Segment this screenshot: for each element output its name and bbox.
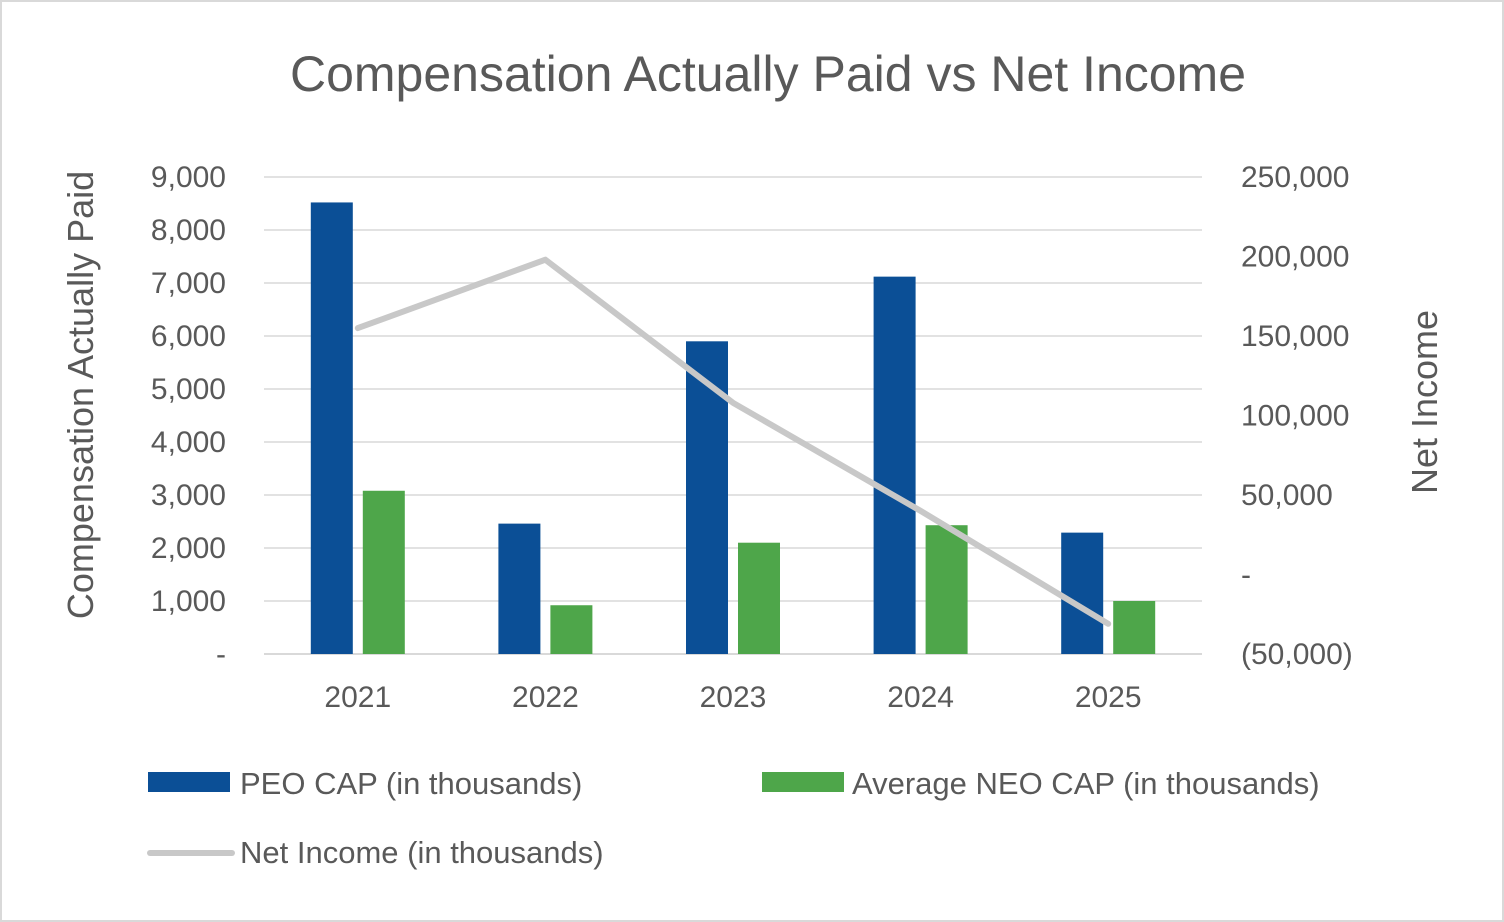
left-axis-tick-label: 5,000 [151,373,226,406]
left-axis-tick-label: 3,000 [151,479,226,512]
left-axis-tick-label: 6,000 [151,320,226,353]
right-axis-tick-label: 150,000 [1241,320,1349,353]
x-axis-tick-label: 2022 [512,681,579,714]
peo-cap-bar [498,523,541,654]
legend-label-peo-cap: PEO CAP (in thousands) [240,766,582,801]
left-axis-tick-label: - [216,638,226,671]
bar-series [310,202,1156,654]
right-axis-tick-label: - [1241,559,1251,592]
right-axis-ticks: (50,000) - 50,000 100,000 150,000 200,000 250,… [1241,161,1353,671]
average-neo-cap-bar [738,542,780,654]
legend-swatch-peo-cap [148,772,230,792]
peo-cap-bar [1061,532,1104,654]
grid-lines [264,176,1202,655]
left-axis-tick-label: 7,000 [151,267,226,300]
left-axis-tick-label: 9,000 [151,161,226,194]
left-axis-ticks: - 1,000 2,000 3,000 4,000 5,000 6,000 7,000 8,00… [151,161,226,671]
right-axis-tick-label: (50,000) [1241,638,1353,671]
peo-cap-bar [873,276,916,654]
peo-cap-bar [686,341,728,654]
chart-legend: PEO CAP (in thousands) Average NEO CAP (… [147,766,1320,870]
right-axis-title: Net Income [1404,310,1445,494]
right-axis-tick-label: 200,000 [1241,241,1349,274]
average-neo-cap-bar [925,525,968,654]
left-axis-title: Compensation Actually Paid [60,171,101,619]
left-axis-tick-label: 8,000 [151,214,226,247]
x-axis-tick-label: 2023 [700,681,767,714]
average-neo-cap-bar [550,605,593,654]
average-neo-cap-bar [362,490,405,654]
x-axis-tick-label: 2024 [887,681,954,714]
average-neo-cap-bar [1113,601,1156,654]
x-axis-tick-label: 2021 [324,681,391,714]
left-axis-tick-label: 1,000 [151,585,226,618]
left-axis-tick-label: 4,000 [151,426,226,459]
legend-label-net-income: Net Income (in thousands) [240,835,604,870]
net-income-line [354,256,1112,627]
left-axis-tick-label: 2,000 [151,532,226,565]
right-axis-tick-label: 100,000 [1241,400,1349,433]
right-axis-tick-label: 50,000 [1241,479,1333,512]
x-axis-ticks: 2021 2022 2023 2024 2025 [324,681,1141,714]
right-axis-tick-label: 250,000 [1241,161,1349,194]
peo-cap-bar [310,202,353,654]
net-income-line-series [354,256,1112,627]
x-axis-tick-label: 2025 [1075,681,1142,714]
chart-title: Compensation Actually Paid vs Net Income [290,46,1246,102]
legend-label-average-neo-cap: Average NEO CAP (in thousands) [852,766,1320,801]
legend-swatch-average-neo-cap [762,772,844,792]
